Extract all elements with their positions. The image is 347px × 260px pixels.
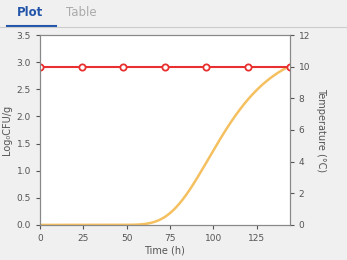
Text: Plot: Plot <box>17 6 44 20</box>
Y-axis label: Log₀CFU/g: Log₀CFU/g <box>2 105 12 155</box>
X-axis label: Time (h): Time (h) <box>144 246 185 256</box>
Text: Table: Table <box>66 6 96 20</box>
Y-axis label: Temperature (°C): Temperature (°C) <box>316 88 326 172</box>
